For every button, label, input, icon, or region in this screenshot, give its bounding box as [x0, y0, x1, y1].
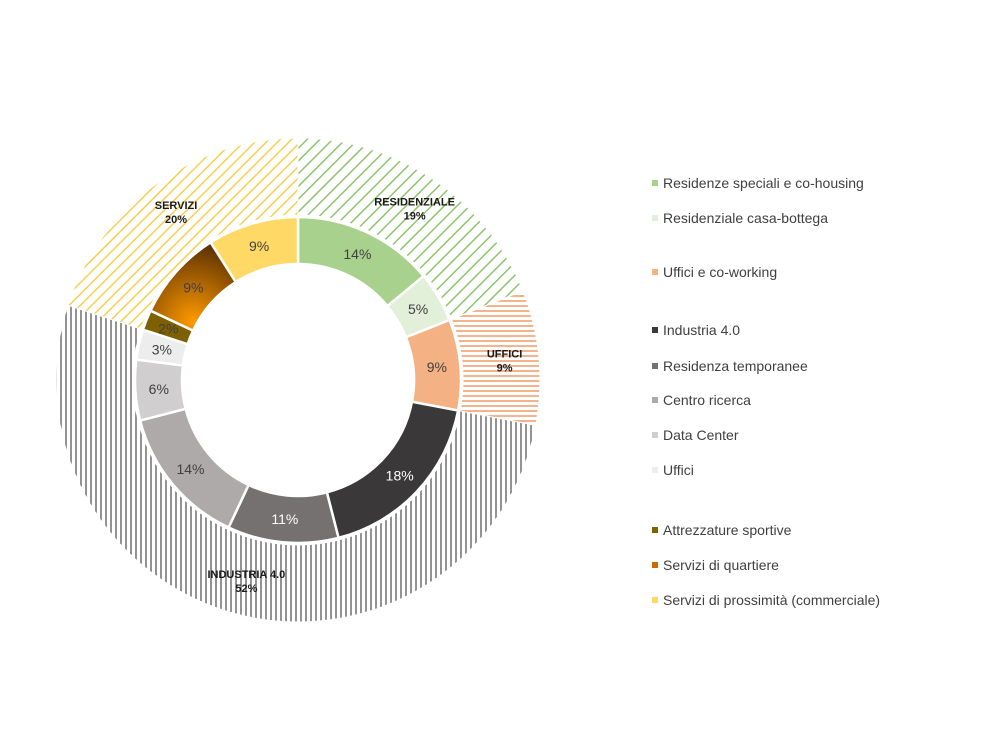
legend-item-data-center: Data Center [652, 425, 738, 445]
legend-label: Servizi di prossimità (commerciale) [663, 592, 881, 608]
legend: Residenze speciali e co-housing Residenzi… [652, 0, 992, 755]
slice-label-servizi-di-quartiere: 9% [183, 280, 203, 296]
group-value-uffici: 9% [497, 362, 513, 374]
group-label-uffici: UFFICI [487, 348, 522, 360]
legend-item-residenza-temporanee: Residenza temporanee [652, 356, 808, 376]
legend-swatch [652, 597, 658, 603]
slice-label-residenze-speciali-e-co-housing: 14% [343, 246, 371, 262]
group-label-industria-4-0: INDUSTRIA 4.0 [207, 569, 285, 581]
legend-swatch [652, 269, 658, 275]
slice-label-servizi-di-prossimita-commerciale: 9% [249, 238, 269, 254]
group-value-industria-4-0: 52% [235, 583, 257, 595]
legend-item-centro-ricerca: Centro ricerca [652, 390, 751, 410]
legend-item-industria-4-0: Industria 4.0 [652, 320, 740, 340]
legend-label: Uffici e co-working [663, 264, 778, 280]
legend-label: Uffici [663, 462, 694, 478]
slice-label-data-center: 6% [149, 381, 169, 397]
group-labels: RESIDENZIALE 19% UFFICI 9% INDUSTRIA 4.0 52% S… [155, 196, 523, 595]
group-value-residenziale: 19% [404, 210, 426, 222]
legend-label: Industria 4.0 [663, 322, 741, 338]
group-label-servizi: SERVIZI [155, 200, 198, 212]
outer-slice-servizi [67, 137, 299, 330]
slice-label-residenza-temporanee: 11% [271, 511, 298, 527]
outer-slice-industria-4-0 [55, 304, 537, 623]
legend-swatch [652, 363, 658, 369]
legend-swatch [652, 180, 658, 186]
legend-item-uffici: Uffici [652, 460, 694, 480]
legend-label: Data Center [663, 427, 739, 443]
legend-swatch [652, 327, 658, 333]
slice-label-attrezzature-sportive: 2% [158, 321, 178, 337]
slice-label-uffici: 3% [152, 342, 172, 358]
slice-label-uffici-e-co-working: 9% [427, 359, 447, 375]
group-value-servizi: 20% [165, 214, 187, 226]
legend-item-attrezzature-sportive: Attrezzature sportive [652, 520, 791, 540]
legend-swatch [652, 562, 658, 568]
legend-label: Centro ricerca [663, 392, 751, 408]
legend-item-servizi-di-prossimita-commerciale: Servizi di prossimità (commerciale) [652, 590, 880, 610]
legend-label: Residenze speciali e co-housing [663, 175, 864, 191]
legend-label: Servizi di quartiere [663, 557, 779, 573]
legend-swatch [652, 215, 658, 221]
legend-swatch [652, 397, 658, 403]
legend-item-residenze-speciali-e-co-housing: Residenze speciali e co-housing [652, 173, 864, 193]
legend-swatch [652, 527, 658, 533]
inner-slice-servizi-di-prossimita-commerciale [208, 215, 300, 284]
legend-label: Residenza temporanee [663, 358, 808, 374]
group-label-residenziale: RESIDENZIALE [374, 196, 455, 208]
slice-labels: 14% 5% 9% 18% 11% 14% 6% 3% 2% 9% 9% [149, 238, 447, 527]
slice-label-residenziale-casa-bottega: 5% [408, 301, 428, 317]
legend-label: Residenziale casa-bottega [663, 210, 828, 226]
inner-ring [133, 215, 463, 545]
legend-swatch [652, 432, 658, 438]
slice-label-industria-4-0: 18% [386, 467, 414, 483]
legend-label: Attrezzature sportive [663, 522, 792, 538]
slice-label-centro-ricerca: 14% [176, 461, 204, 477]
outer-ring [55, 137, 541, 623]
legend-item-servizi-di-quartiere: Servizi di quartiere [652, 555, 779, 575]
legend-item-residenziale-casa-bottega: Residenziale casa-bottega [652, 208, 828, 228]
legend-swatch [652, 467, 658, 473]
legend-item-uffici-e-co-working: Uffici e co-working [652, 262, 777, 282]
